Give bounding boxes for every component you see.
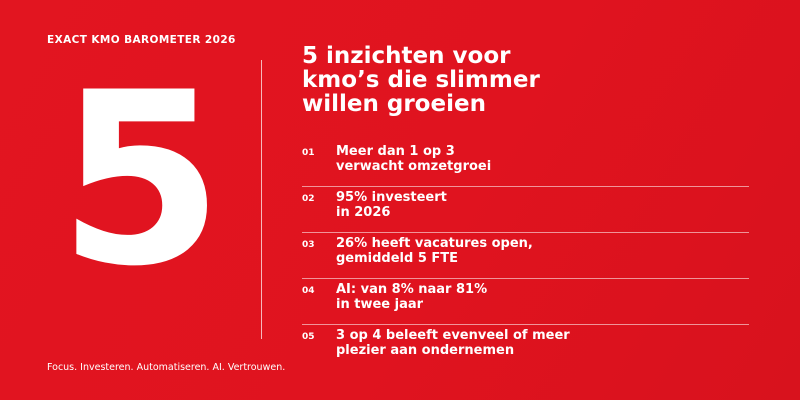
insight-text: 95% investeert in 2026: [336, 190, 447, 220]
insight-item: 01 Meer dan 1 op 3 verwacht omzetgroei: [302, 141, 749, 187]
insight-item: 04 AI: van 8% naar 81% in twee jaar: [302, 279, 749, 325]
insight-text: 3 op 4 beleeft evenveel of meer plezier …: [336, 328, 570, 358]
insight-text: 26% heeft vacatures open, gemiddeld 5 FT…: [336, 236, 533, 266]
vertical-divider: [261, 60, 262, 339]
insight-item: 05 3 op 4 beleeft evenveel of meer plezi…: [302, 325, 749, 370]
insight-number: 05: [302, 332, 315, 342]
insight-item: 03 26% heeft vacatures open, gemiddeld 5…: [302, 233, 749, 279]
insight-number: 04: [302, 286, 315, 296]
insight-item: 02 95% investeert in 2026: [302, 187, 749, 233]
eyebrow-label: EXACT KMO BAROMETER 2026: [47, 34, 236, 46]
insight-number: 02: [302, 194, 315, 204]
insight-text: Meer dan 1 op 3 verwacht omzetgroei: [336, 144, 492, 174]
insights-list: 01 Meer dan 1 op 3 verwacht omzetgroei 0…: [302, 141, 749, 370]
headline: 5 inzichten voor kmo’s die slimmer wille…: [302, 43, 540, 117]
tagline: Focus. Investeren. Automatiseren. AI. Ve…: [47, 362, 286, 373]
insight-number: 01: [302, 148, 315, 158]
big-number: 5: [58, 42, 224, 319]
insight-number: 03: [302, 240, 315, 250]
insight-text: AI: van 8% naar 81% in twee jaar: [336, 282, 488, 312]
